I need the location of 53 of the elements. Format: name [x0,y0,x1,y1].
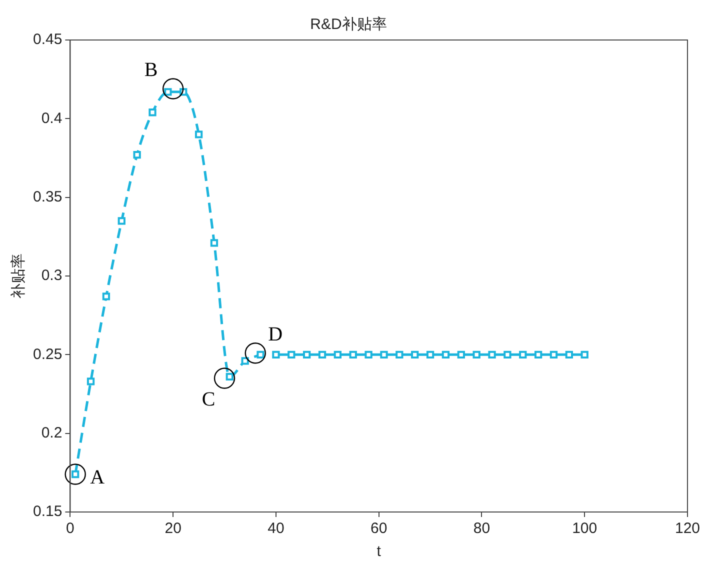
point [241,357,249,365]
y-axis-title: 补贴率 [10,254,28,298]
point [118,217,126,225]
x-axis-title: t [376,543,382,560]
point [488,350,496,358]
point [194,130,203,138]
point [457,350,465,358]
point [380,350,388,358]
point [272,350,280,358]
y-tick-label: 0.2 [41,424,62,442]
x-tick-label: 60 [370,520,388,538]
point [396,350,404,358]
point [580,350,588,358]
point [565,350,573,358]
point [534,350,542,358]
y-tick-label: 0.25 [32,346,62,363]
chart-title: R&D补贴率 [310,16,387,34]
point [411,350,419,358]
point [164,88,172,96]
point [302,350,311,358]
y-tick-label: 0.3 [41,267,62,284]
point [148,108,156,116]
x-tick-label: 80 [473,520,490,538]
point [519,350,527,358]
point [256,350,264,358]
x-tick-label: 0 [66,520,74,538]
y-tick-label: 0.35 [32,188,62,206]
point [442,350,450,358]
point [288,350,296,358]
y-tick-label: 0.15 [32,503,62,520]
annotation: C [202,388,216,411]
point [102,292,110,300]
point [472,350,480,358]
point [504,350,512,358]
point [364,350,372,358]
point [318,350,326,358]
point [426,350,434,358]
y-tick-label: 0.4 [41,110,62,127]
y-tick-label: 0.45 [32,31,62,48]
x-tick-label: 100 [572,520,598,538]
point [334,350,342,358]
point [349,350,357,358]
x-tick-label: 120 [674,520,700,538]
annotation: B [144,59,158,82]
point [210,239,218,247]
point [133,151,141,159]
annotation: A [90,466,106,488]
annotation: D [268,323,283,346]
point [226,372,234,381]
point [86,378,95,386]
point [550,350,558,358]
x-tick-label: 40 [268,520,284,538]
x-tick-label: 20 [164,520,182,538]
